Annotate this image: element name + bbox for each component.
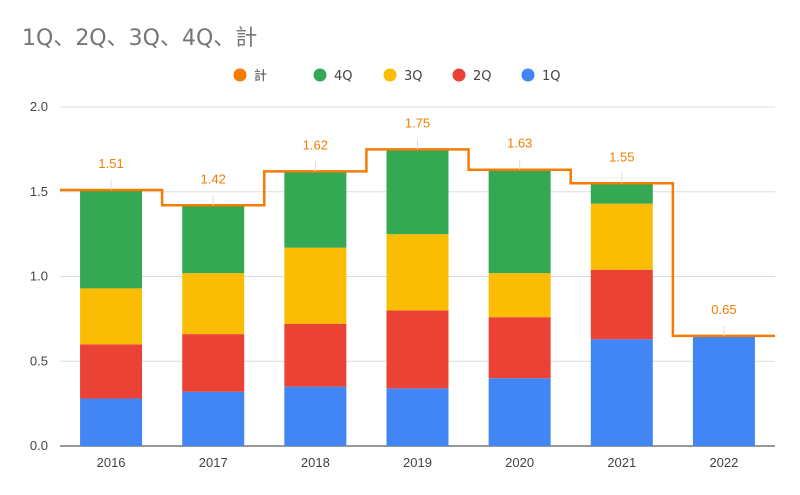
legend-item: 1Q xyxy=(521,68,561,84)
legend-label: 1Q xyxy=(542,69,561,84)
x-tick-label: 2022 xyxy=(709,455,738,470)
legend-swatch xyxy=(521,68,535,82)
legend-label: 3Q xyxy=(404,69,423,84)
bar-segment-3q xyxy=(284,247,347,324)
bar-segment-2q xyxy=(284,323,347,387)
bar-segment-1q xyxy=(80,398,143,446)
bar-segment-2q xyxy=(488,317,551,379)
bar-segment-1q xyxy=(692,335,755,446)
y-tick-label: 0.5 xyxy=(30,353,48,368)
bar-segment-4q xyxy=(284,171,347,248)
x-tick-label: 2016 xyxy=(97,455,126,470)
bar-segment-3q xyxy=(488,273,551,318)
total-step-line: 1.51 1.42 1.62 1.75 1.63 1.55 0.65 xyxy=(60,115,775,338)
legend-item: 2Q xyxy=(452,68,492,84)
y-tick-label: 0.0 xyxy=(30,438,48,453)
bar-segment-4q xyxy=(488,169,551,274)
bar-segment-1q xyxy=(284,386,347,446)
x-tick-label: 2019 xyxy=(403,455,432,470)
total-data-label: 0.65 xyxy=(711,302,736,317)
bar-segment-2q xyxy=(386,310,449,389)
legend-item: 4Q xyxy=(313,68,353,84)
bar-segment-4q xyxy=(182,205,245,274)
y-tick-label: 1.5 xyxy=(30,184,48,199)
x-tick-label: 2020 xyxy=(505,455,534,470)
legend-label: 4Q xyxy=(334,69,353,84)
x-tick-label: 2017 xyxy=(199,455,228,470)
y-axis: 0.0 0.5 1.0 1.5 2.0 xyxy=(30,99,48,453)
legend-swatch xyxy=(383,68,397,82)
total-data-label: 1.63 xyxy=(507,136,532,151)
x-tick-label: 2018 xyxy=(301,455,330,470)
bar-segment-1q xyxy=(182,391,245,446)
legend-swatch xyxy=(313,68,327,82)
legend: 計 4Q 3Q 2Q 1Q xyxy=(233,68,561,84)
bar-segment-3q xyxy=(80,288,143,345)
chart-title: 1Q、2Q、3Q、4Q、計 xyxy=(22,26,258,51)
x-axis: 2016 2017 2018 2019 2020 2021 2022 xyxy=(97,455,739,470)
legend-swatch xyxy=(452,68,466,82)
bar-segment-2q xyxy=(182,334,245,392)
bar-segment-2q xyxy=(80,344,143,399)
legend-swatch xyxy=(233,68,247,82)
bar-segment-3q xyxy=(386,234,449,311)
bars xyxy=(80,149,755,446)
bar-segment-3q xyxy=(590,203,653,270)
bar-segment-3q xyxy=(182,273,245,335)
bar-segment-4q xyxy=(386,149,449,235)
bar-segment-2q xyxy=(590,269,653,340)
legend-item: 計 xyxy=(233,68,267,84)
legend-label: 2Q xyxy=(473,69,492,84)
bar-segment-1q xyxy=(386,388,449,446)
total-data-label: 1.62 xyxy=(303,137,328,152)
total-data-label: 1.42 xyxy=(201,171,226,186)
y-tick-label: 2.0 xyxy=(30,99,48,114)
bar-segment-1q xyxy=(590,339,653,446)
x-tick-label: 2021 xyxy=(607,455,636,470)
total-data-label: 1.51 xyxy=(98,156,123,171)
total-data-label: 1.55 xyxy=(609,149,634,164)
bar-segment-4q xyxy=(80,190,143,289)
bar-segment-1q xyxy=(488,378,551,446)
y-tick-label: 1.0 xyxy=(30,269,48,284)
legend-label: 計 xyxy=(254,68,267,84)
bar-segment-4q xyxy=(590,183,653,204)
total-data-label: 1.75 xyxy=(405,115,430,130)
legend-item: 3Q xyxy=(383,68,423,84)
